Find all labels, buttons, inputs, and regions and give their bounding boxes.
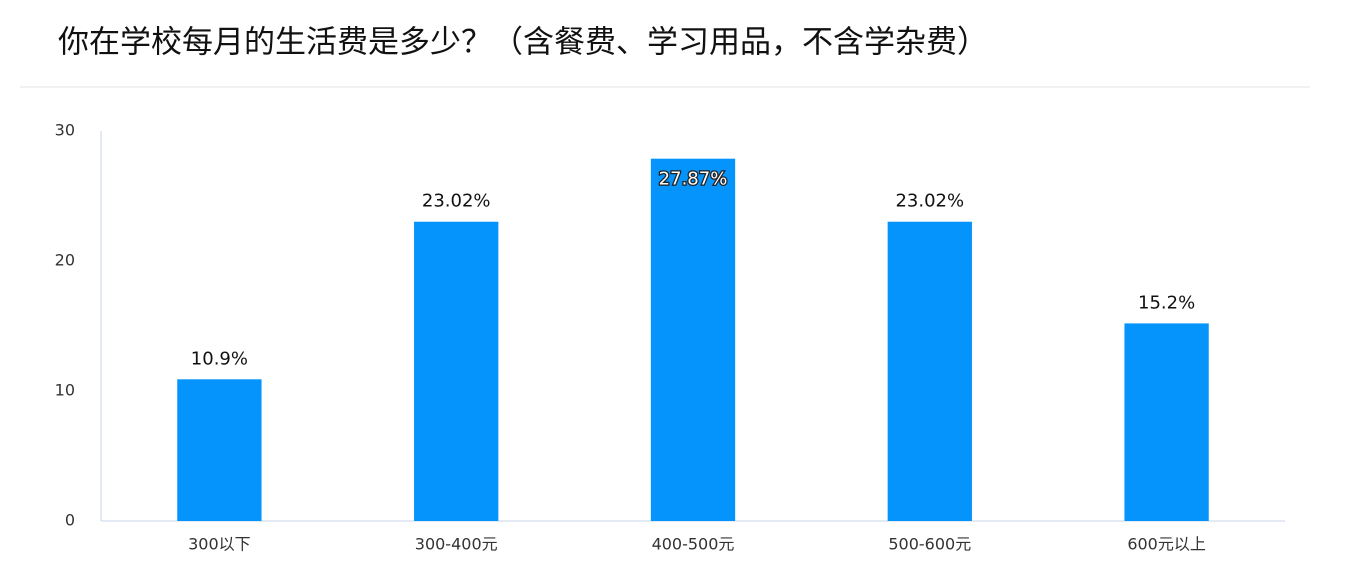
bar — [177, 379, 262, 521]
x-tick-label: 600元以上 — [1127, 535, 1206, 554]
x-tick-label: 300以下 — [188, 535, 251, 554]
y-tick-label: 30 — [55, 121, 75, 140]
value-label: 23.02% — [422, 191, 491, 212]
value-label: 10.9% — [191, 348, 248, 369]
bar — [414, 221, 499, 522]
value-label: 23.02% — [895, 191, 964, 212]
y-tick-label: 10 — [55, 381, 75, 400]
value-label: 15.2% — [1138, 292, 1195, 313]
y-tick-label: 0 — [65, 511, 75, 530]
x-tick-label: 300-400元 — [415, 535, 498, 554]
chart-title: 你在学校每月的生活费是多少？（含餐费、学习用品，不含学杂费） — [58, 25, 988, 61]
bar — [650, 158, 736, 521]
bar — [1124, 323, 1209, 521]
y-tick-label: 20 — [55, 251, 75, 270]
bar — [887, 221, 972, 522]
x-tick-label: 500-600元 — [888, 535, 971, 554]
value-label: 27.87% — [659, 169, 728, 190]
x-tick-label: 400-500元 — [652, 535, 735, 554]
